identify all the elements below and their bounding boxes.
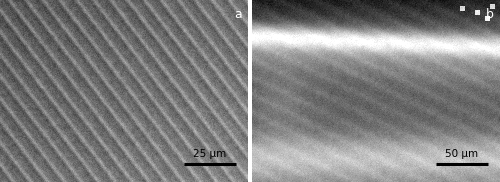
Text: 25 µm: 25 µm [194,149,226,159]
Text: b: b [486,8,494,21]
Text: 50 µm: 50 µm [446,149,478,159]
Text: a: a [234,8,242,21]
